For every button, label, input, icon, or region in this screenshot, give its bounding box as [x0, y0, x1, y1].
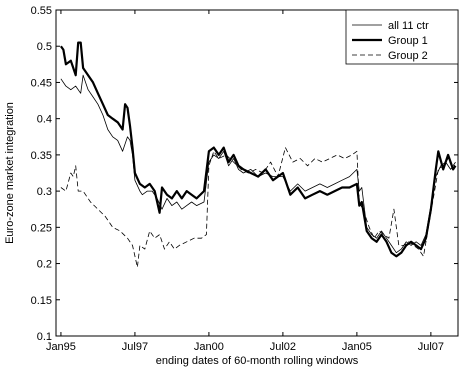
y-tick-label: 0.25 — [31, 222, 52, 234]
series-line-group-1 — [59, 41, 457, 258]
y-tick-label: 0.2 — [37, 259, 52, 271]
x-tick-label: Jul97 — [122, 341, 148, 353]
series-line-group-2 — [60, 147, 456, 268]
series-lines — [59, 41, 457, 268]
x-tick-label: Jul07 — [418, 341, 444, 353]
y-tick-label: 0.1 — [37, 331, 52, 343]
y-axis-ticks: 0.1 0.15 0.2 0.25 0.3 0.35 0.4 0.45 0.5 0.55 — [31, 5, 458, 343]
x-axis-label: ending dates of 60-month rolling windows — [156, 355, 359, 367]
y-tick-label: 0.15 — [31, 295, 52, 307]
y-tick-label: 0.55 — [31, 5, 52, 17]
legend-label-group-2: Group 2 — [388, 50, 428, 62]
y-tick-label: 0.3 — [37, 186, 52, 198]
y-tick-label: 0.5 — [37, 41, 52, 53]
plot-area-frame — [55, 9, 459, 337]
x-tick-label: Jan00 — [194, 341, 224, 353]
x-tick-label: Jul02 — [270, 341, 296, 353]
x-tick-label: Jan05 — [342, 341, 372, 353]
y-tick-label: 0.35 — [31, 150, 52, 162]
x-axis-ticks: Jan95 Jul97 Jan00 Jul02 Jan05 Jul07 — [46, 10, 444, 353]
legend-label-all-11-ctr: all 11 ctr — [388, 20, 429, 32]
x-tick-label: Jan95 — [46, 341, 76, 353]
y-tick-label: 0.4 — [37, 114, 52, 126]
legend-label-group-1: Group 1 — [388, 35, 428, 47]
legend: all 11 ctr Group 1 Group 2 — [345, 9, 459, 65]
series-line-all-11-ctr — [60, 74, 456, 254]
y-tick-label: 0.45 — [31, 77, 52, 89]
y-axis-label: Euro-zone market integration — [4, 102, 16, 244]
